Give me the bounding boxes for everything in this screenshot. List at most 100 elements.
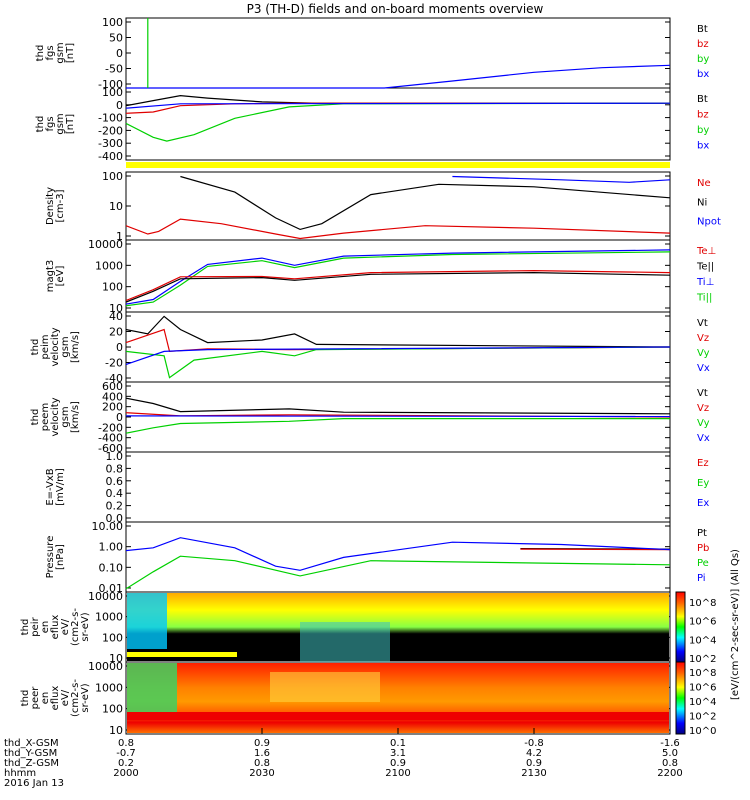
y-tick-label: -200 <box>98 421 123 434</box>
legend-entry: Vz <box>697 403 709 414</box>
series-Ni-line <box>180 175 671 231</box>
page-title: P3 (TH-D) fields and on-board moments ov… <box>247 2 544 16</box>
y-axis-label: [mV/m] <box>55 468 66 506</box>
legend-entry: Pb <box>697 543 709 554</box>
y-axis-label: en <box>40 621 51 634</box>
spectrogram-fill <box>127 663 669 733</box>
legend-entry: Vy <box>697 348 710 359</box>
time-axis-value: 2100 <box>385 768 410 779</box>
series-bz-line <box>125 102 670 114</box>
y-axis-label: peir <box>30 616 41 636</box>
time-axis-value: 0.9 <box>390 758 406 769</box>
time-axis-value: -0.8 <box>524 738 544 749</box>
series-Pi-line <box>125 537 671 571</box>
legend-entry: Bt <box>697 24 708 35</box>
legend-entry: Vt <box>697 318 708 329</box>
y-tick-label: 0.6 <box>106 475 124 488</box>
legend-entry: bz <box>697 110 709 121</box>
y-axis-label: thd <box>35 116 46 133</box>
series-Vt-line <box>125 397 671 415</box>
series-bx-line <box>125 102 671 109</box>
time-axis-row-label: 2016 Jan 13 <box>4 778 64 789</box>
y-tick-label: 0.4 <box>106 487 124 500</box>
legend-entry: bz <box>697 39 709 50</box>
y-axis-label: thd <box>20 690 31 707</box>
y-axis-label: gsm <box>60 336 71 357</box>
time-axis-value: 1.6 <box>254 748 270 759</box>
legend-entry: bx <box>697 69 709 80</box>
time-axis-row-label: thd_Z-GSM <box>4 758 59 769</box>
y-tick-label: 1.00 <box>99 541 124 554</box>
y-axis-label: [cm-3] <box>55 189 66 222</box>
legend-entry: by <box>697 54 709 65</box>
y-axis-label: gsm <box>55 113 66 134</box>
y-axis-label: velocity <box>50 397 61 436</box>
legend-entry: Ti|| <box>696 293 712 304</box>
y-axis-label: Density <box>45 187 56 225</box>
time-axis-value: 4.2 <box>526 748 542 759</box>
legend-entry: Pi <box>697 573 706 584</box>
y-tick-label: 0 <box>116 341 123 354</box>
panel-fgs2: 1000-100-200-300-400 thd fgs gsm [nT] Bt bz by b… <box>35 86 709 163</box>
legend-entry: Ne <box>697 178 711 189</box>
y-axis-label: fgs <box>45 116 56 131</box>
legend-entry: Vy <box>697 418 710 429</box>
y-tick-label: 0.10 <box>99 561 124 574</box>
y-tick-label: 1 <box>116 230 123 243</box>
y-tick-label: 10000 <box>88 590 123 603</box>
y-tick-label: 100 <box>102 16 123 29</box>
y-axis-label: thd <box>30 339 41 356</box>
panel-frame <box>125 17 671 89</box>
legend-entry: by <box>697 125 709 136</box>
y-tick-label: 10000 <box>88 660 123 673</box>
spectrogram-band <box>127 652 237 657</box>
colorbar-tick: 10^6 <box>689 683 716 694</box>
y-tick-label: 100 <box>102 86 123 99</box>
y-tick-label: 100 <box>102 170 123 183</box>
colorbar-scale <box>675 661 686 735</box>
time-axis-value: 0.8 <box>254 758 270 769</box>
y-tick-label: 10.00 <box>92 520 124 533</box>
legend-entry: Vt <box>697 388 708 399</box>
y-tick-label: 40 <box>109 310 123 323</box>
series-Vy-line <box>125 418 670 434</box>
y-tick-label: 200 <box>102 401 123 414</box>
series-Te-line <box>125 271 671 303</box>
y-tick-label: 600 <box>102 380 123 393</box>
panel-frame <box>125 451 671 523</box>
legend-entry: Pt <box>697 528 707 539</box>
colorbar: 10^8 10^6 10^4 10^2 10^0 <box>675 661 716 737</box>
y-axis-label: thd <box>20 619 31 636</box>
y-tick-label: 0.8 <box>106 462 124 475</box>
y-tick-label: -100 <box>98 78 123 91</box>
y-axis-label: eflux <box>50 615 61 640</box>
panel-density: 100 10 1 Density [cm-3] Ne Ni Npot <box>45 170 721 243</box>
y-axis-label: [km/s] <box>70 331 81 363</box>
y-tick-label: -40 <box>105 372 123 385</box>
ion-spectrogram <box>127 593 669 662</box>
colorbar-tick: 10^8 <box>689 598 716 609</box>
legend-entry: Vx <box>697 363 710 374</box>
y-axis-label: fgs <box>45 45 56 60</box>
legend-entry: Te⊥ <box>696 246 716 257</box>
y-axis-label: Pressure <box>45 536 56 579</box>
legend-entry: Bt <box>697 94 708 105</box>
time-axis-value: -1.6 <box>660 738 680 749</box>
series-Ti-line <box>125 251 671 307</box>
time-axis-value: 0.2 <box>118 758 134 769</box>
time-axis-row-label: thd_Y-GSM <box>4 748 57 759</box>
colorbar-tick: 10^2 <box>689 654 716 665</box>
y-tick-label: 0 <box>116 47 123 60</box>
y-tick-label: 1000 <box>95 681 123 694</box>
y-axis-label: eV/ <box>60 689 71 706</box>
legend-entry: Ni <box>697 197 707 208</box>
spectrogram-band <box>127 712 669 720</box>
y-tick-label: 10000 <box>88 238 123 251</box>
colorbar-tick: 10^4 <box>689 697 716 708</box>
series-Npot-line <box>452 175 671 183</box>
y-tick-label: 100 <box>102 703 123 716</box>
spectrogram-patch <box>270 672 380 702</box>
y-tick-label: 10 <box>109 724 123 737</box>
time-axis-value: 2130 <box>521 768 546 779</box>
y-tick-label: -300 <box>98 137 123 150</box>
